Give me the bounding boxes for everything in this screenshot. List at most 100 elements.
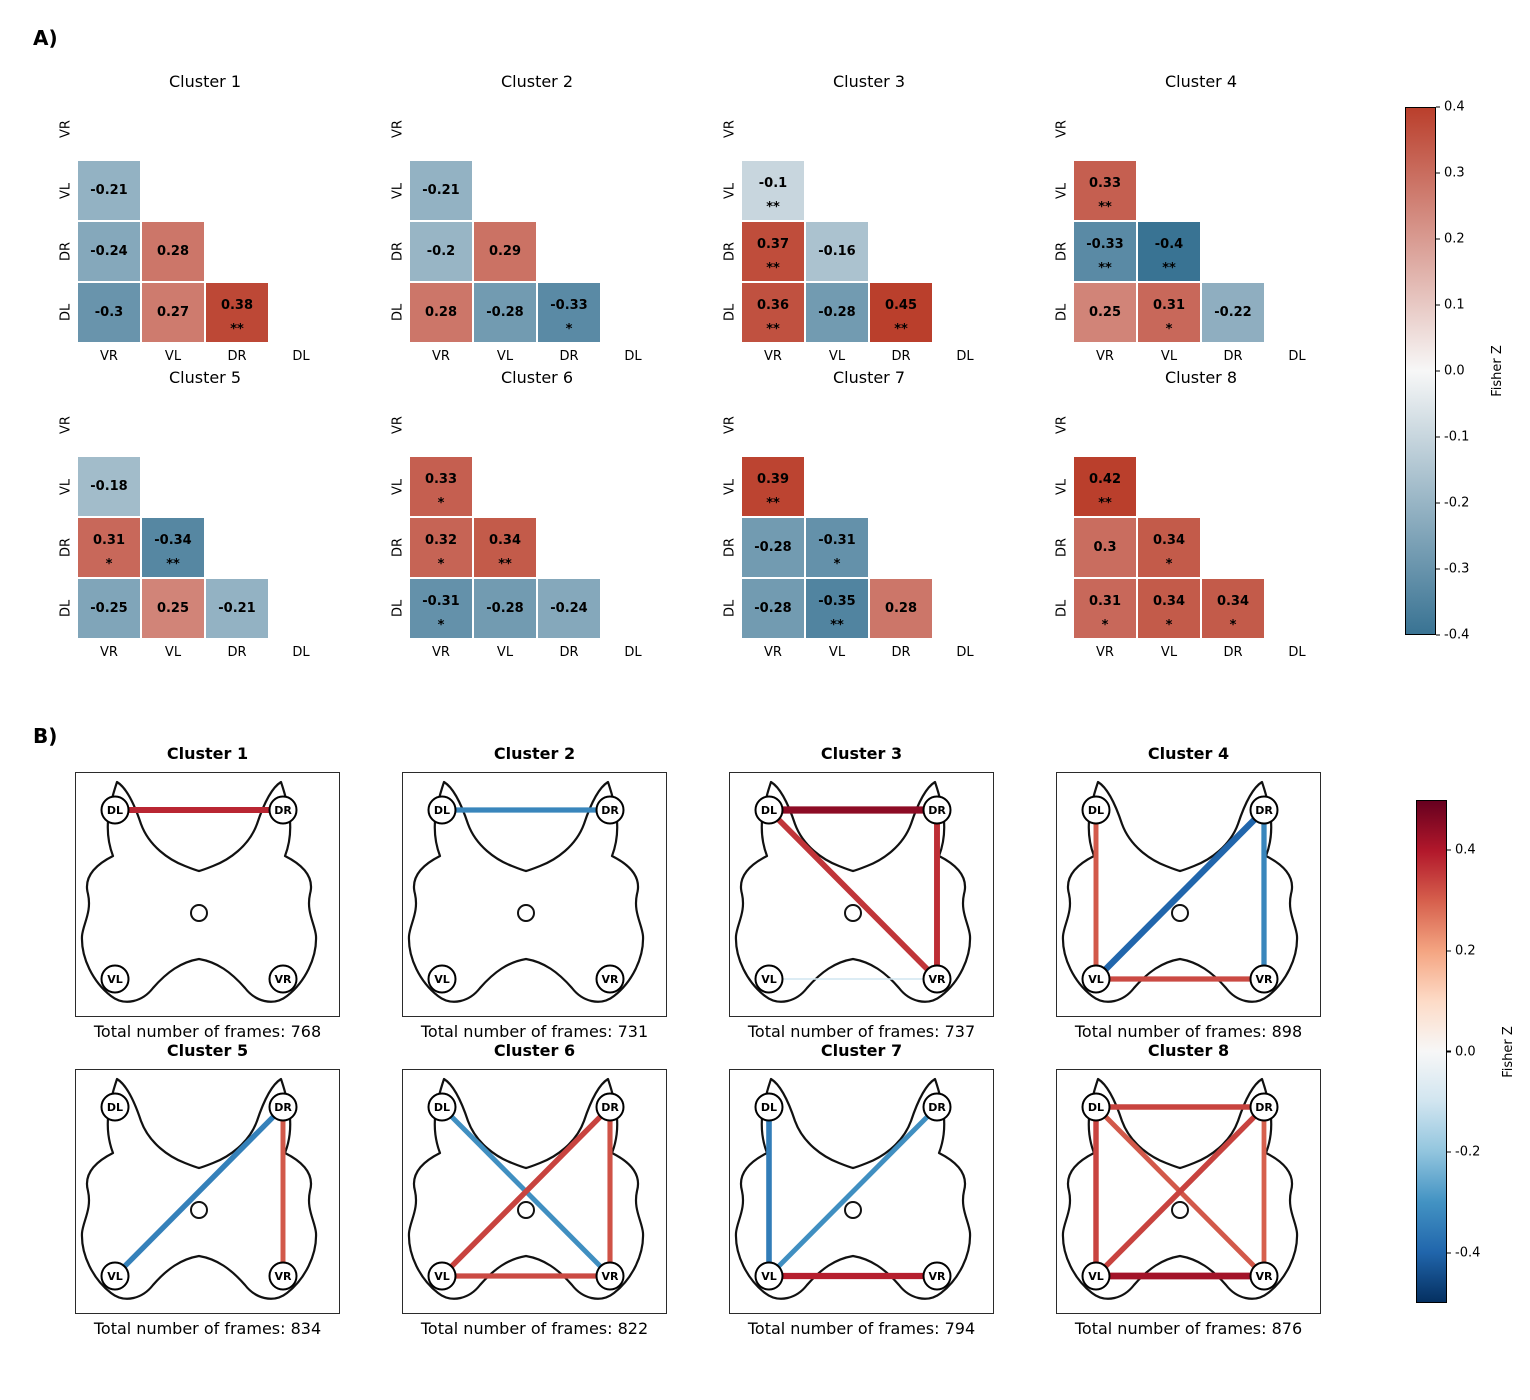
heatmap-cell-empty	[474, 100, 536, 159]
y-axis-label: DL	[722, 303, 738, 322]
heatmap-cell: -0.21	[78, 161, 140, 220]
node-label-DL: DL	[1088, 804, 1104, 817]
node-label-DL: DL	[107, 804, 123, 817]
heatmap-cell: -0.3	[78, 283, 140, 342]
heatmap-cell: 0.34 *	[1138, 579, 1200, 638]
y-axis-label: VL	[58, 182, 74, 199]
node-label-DR: DR	[1255, 804, 1273, 817]
colorbar-tick: 0.2	[1447, 943, 1476, 958]
network-title: Cluster 1	[166, 744, 249, 763]
cell-significance: *	[1165, 557, 1173, 572]
cell-value: 0.34	[488, 533, 522, 548]
x-axis-label: DL	[1288, 645, 1306, 660]
cell-significance: *	[437, 618, 445, 633]
heatmap-cell-empty	[538, 100, 600, 159]
x-axis-label: VL	[828, 645, 846, 660]
heatmap-cell: 0.31 *	[1138, 283, 1200, 342]
cell-value: -0.31	[422, 594, 460, 609]
node-label-VL: VL	[761, 1270, 777, 1283]
colorbar-tick: -0.2	[1447, 1145, 1480, 1160]
colorbar-tick-label: 0.4	[1444, 99, 1465, 115]
cell-significance: **	[498, 557, 512, 572]
cell-value: -0.28	[754, 601, 792, 616]
cell-significance: **	[1162, 261, 1176, 276]
x-axis-label: VL	[828, 349, 846, 364]
colorbar-tick-label: 0.0	[1455, 1044, 1476, 1059]
node-DL	[427, 795, 457, 825]
central-canal	[517, 904, 535, 922]
x-axis-label: DL	[624, 645, 642, 660]
node-label-VR: VR	[602, 1270, 620, 1283]
cell-value: -0.35	[818, 594, 856, 609]
tick-mark	[1436, 238, 1440, 240]
network-title: Cluster 3	[820, 744, 903, 763]
heatmap-cell: -0.28	[742, 579, 804, 638]
network-cluster-6: Cluster 6 DL DR VL VR Total number of frames:…	[402, 1041, 667, 1338]
x-axis-label: VR	[1096, 349, 1114, 364]
heatmap-cell-empty	[78, 100, 140, 159]
heatmap-cell-empty	[474, 161, 536, 220]
heatmap-cell: -0.28	[742, 518, 804, 577]
heatmap-cell: 0.31 *	[78, 518, 140, 577]
y-axis-label: VR	[390, 120, 406, 139]
heatmap-cell-empty	[602, 518, 664, 577]
cell-significance: **	[766, 261, 780, 276]
x-axis-label: DL	[624, 349, 642, 364]
heatmap-cell-empty	[1266, 222, 1328, 281]
node-DR	[1249, 795, 1279, 825]
network-cluster-8: Cluster 8 DL DR VL VR Total number of frames:…	[1056, 1041, 1321, 1338]
heatmap-cell-empty	[1266, 457, 1328, 516]
heatmap-cell: -0.21	[410, 161, 472, 220]
tick-mark	[1436, 568, 1440, 570]
heatmap-cell-empty	[870, 222, 932, 281]
colorbar-gradient	[1405, 107, 1436, 635]
heatmap-cell-empty	[270, 579, 332, 638]
cell-value: 0.31	[1088, 594, 1122, 609]
cell-value: 0.42	[1088, 472, 1122, 487]
colorbar-tick-label: 0.2	[1455, 943, 1476, 959]
central-canal	[517, 1201, 535, 1219]
heatmap-cell-empty	[934, 396, 996, 455]
heatmap-cell: -0.28	[474, 283, 536, 342]
x-axis-label: VR	[100, 645, 118, 660]
heatmap-cell: -0.2	[410, 222, 472, 281]
y-axis-labels: VR VL DR DL	[1050, 396, 1074, 638]
x-axis-label: VR	[100, 349, 118, 364]
heatmap-title: Cluster 4	[1164, 72, 1238, 91]
heatmap-cell-empty	[1202, 161, 1264, 220]
node-label-VR: VR	[1256, 973, 1274, 986]
heatmap-cell-empty	[1138, 396, 1200, 455]
heatmap-cell: -0.33 *	[538, 283, 600, 342]
node-DR	[595, 1092, 625, 1122]
node-VL	[754, 964, 784, 994]
heatmap-title: Cluster 3	[832, 72, 906, 91]
node-VR	[922, 1261, 952, 1291]
spinal-cord-network: DL DR VL VR	[729, 1069, 994, 1314]
cell-value: -0.16	[818, 244, 856, 259]
spinal-cord-outline	[407, 780, 645, 1003]
panel-a-label: A)	[33, 26, 58, 50]
y-axis-labels: VR VL DR DL	[54, 100, 78, 342]
colorbar-label: Fisher Z	[1501, 1025, 1516, 1078]
x-axis-labels: VR VL DR DL	[1074, 349, 1328, 364]
y-axis-label: VL	[390, 182, 406, 199]
network-title: Cluster 8	[1147, 1041, 1230, 1060]
node-label-DR: DR	[928, 804, 946, 817]
heatmap-cell: 0.29	[474, 222, 536, 281]
node-label-DR: DR	[928, 1101, 946, 1114]
y-axis-label: DR	[58, 537, 74, 558]
heatmap-cell: -0.1 **	[742, 161, 804, 220]
node-VL	[427, 1261, 457, 1291]
heatmap-cell: 0.34 *	[1138, 518, 1200, 577]
cell-value: 0.34	[1216, 594, 1250, 609]
tick-mark	[1436, 436, 1440, 438]
heatmap-cell: 0.28	[410, 283, 472, 342]
cell-value: -0.21	[90, 183, 128, 198]
network-cluster-3: Cluster 3 DL DR VL VR Total number of frames:…	[729, 744, 994, 1041]
frames-count: Total number of frames: 822	[420, 1319, 649, 1338]
node-DL	[754, 1092, 784, 1122]
spinal-cord-outline	[734, 1077, 972, 1300]
colorbar-tick-label: 0.0	[1444, 363, 1465, 379]
node-VR	[595, 964, 625, 994]
node-label-DL: DL	[761, 804, 777, 817]
